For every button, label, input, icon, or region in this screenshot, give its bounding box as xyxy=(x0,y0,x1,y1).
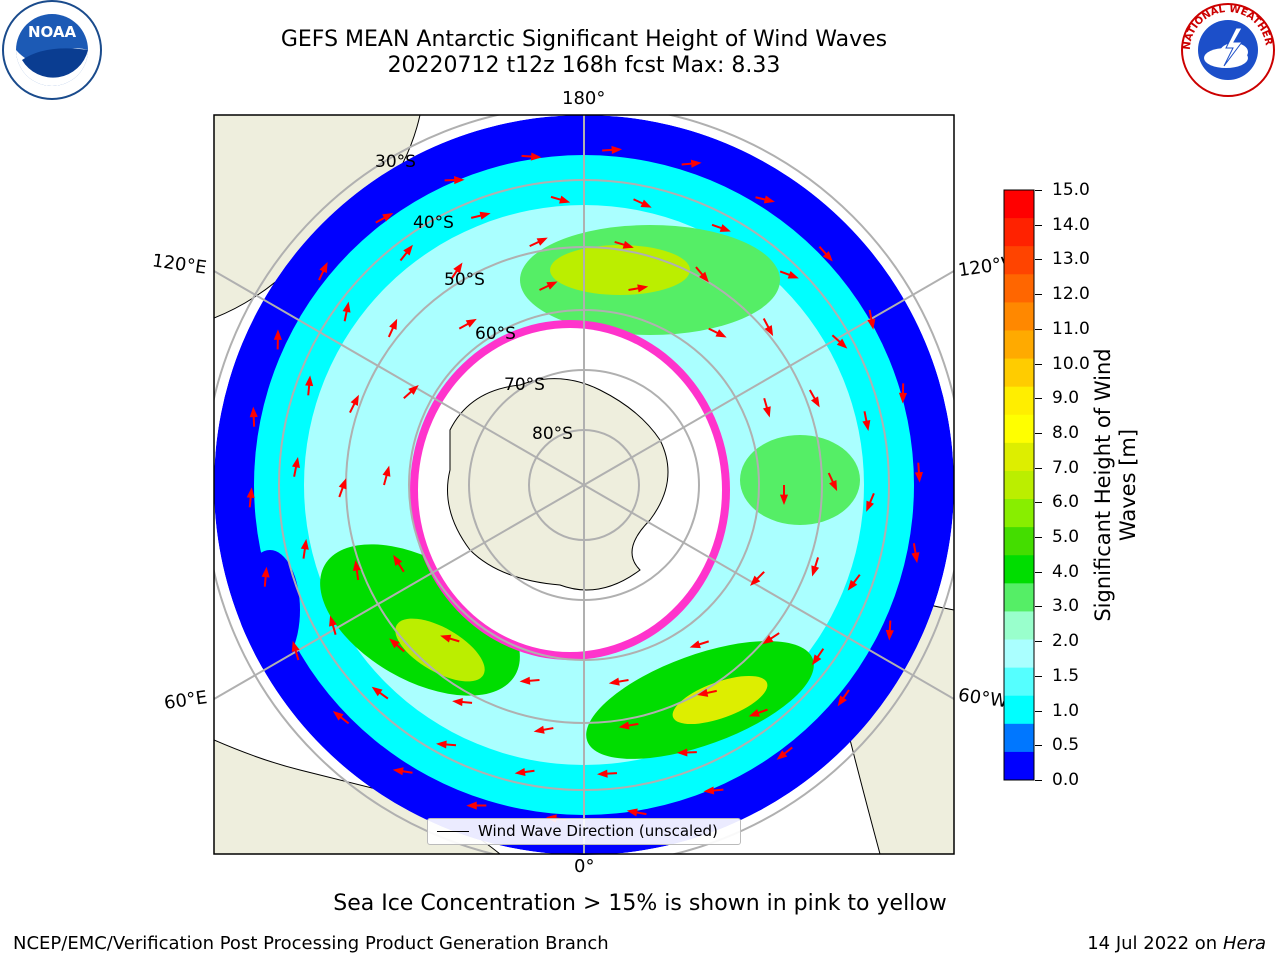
lat-label-50s: 50°S xyxy=(444,270,485,290)
colorbar-segment xyxy=(1004,443,1034,472)
colorbar-tick-label: 12.0 xyxy=(1052,284,1090,304)
colorbar-tick-mark xyxy=(1035,468,1042,469)
colorbar-segment xyxy=(1004,640,1034,669)
lat-label-80s: 80°S xyxy=(532,424,573,444)
colorbar-tick-label: 1.0 xyxy=(1052,701,1079,721)
colorbar-segment xyxy=(1004,359,1034,388)
lat-label-60s: 60°S xyxy=(475,324,516,344)
colorbar-segment xyxy=(1004,527,1034,556)
colorbar-tick-label: 8.0 xyxy=(1052,423,1079,443)
colorbar-segment xyxy=(1004,752,1034,781)
colorbar-segment xyxy=(1004,668,1034,697)
colorbar-segment xyxy=(1004,499,1034,528)
colorbar-segment xyxy=(1004,246,1034,275)
lat-label-70s: 70°S xyxy=(504,375,545,395)
footer-credit: NCEP/EMC/Verification Post Processing Pr… xyxy=(13,933,609,954)
colorbar-segment xyxy=(1004,555,1034,584)
colorbar-segment xyxy=(1004,583,1034,612)
colorbar-tick-mark xyxy=(1035,190,1042,191)
colorbar-tick-mark xyxy=(1035,225,1042,226)
colorbar-tick-label: 3.0 xyxy=(1052,596,1079,616)
colorbar-segment xyxy=(1004,471,1034,500)
colorbar-tick-mark xyxy=(1035,676,1042,677)
sea-ice-caption: Sea Ice Concentration > 15% is shown in … xyxy=(0,891,1280,916)
lat-label-30s: 30°S xyxy=(375,152,416,172)
lon-label-0: 0° xyxy=(574,856,594,877)
colorbar-tick-mark xyxy=(1035,364,1042,365)
colorbar-tick-mark xyxy=(1035,329,1042,330)
lat-label-40s: 40°S xyxy=(413,213,454,233)
colorbar-segment xyxy=(1004,274,1034,303)
colorbar-segment xyxy=(1004,218,1034,247)
polar-map xyxy=(0,0,1280,960)
lon-label-180: 180° xyxy=(562,88,605,109)
colorbar xyxy=(1003,189,1035,781)
colorbar-tick-label: 0.0 xyxy=(1052,770,1079,790)
legend-label: Wind Wave Direction (unscaled) xyxy=(478,822,718,840)
legend-line xyxy=(437,831,469,832)
colorbar-tick-label: 1.5 xyxy=(1052,666,1079,686)
colorbar-segment xyxy=(1004,696,1034,725)
colorbar-tick-label: 0.5 xyxy=(1052,735,1079,755)
colorbar-tick-mark xyxy=(1035,398,1042,399)
colorbar-tick-label: 2.0 xyxy=(1052,631,1079,651)
colorbar-tick-mark xyxy=(1035,780,1042,781)
colorbar-segment xyxy=(1004,302,1034,331)
colorbar-tick-label: 13.0 xyxy=(1052,249,1090,269)
colorbar-segment xyxy=(1004,724,1034,753)
colorbar-tick-mark xyxy=(1035,433,1042,434)
colorbar-tick-mark xyxy=(1035,745,1042,746)
colorbar-tick-label: 9.0 xyxy=(1052,388,1079,408)
map-legend: Wind Wave Direction (unscaled) xyxy=(427,818,741,845)
colorbar-tick-mark xyxy=(1035,606,1042,607)
colorbar-segment xyxy=(1004,330,1034,359)
colorbar-segment xyxy=(1004,415,1034,444)
colorbar-tick-mark xyxy=(1035,259,1042,260)
colorbar-tick-mark xyxy=(1035,294,1042,295)
colorbar-tick-label: 11.0 xyxy=(1052,319,1090,339)
footer-date: 14 Jul 2022 on Hera xyxy=(1087,933,1266,954)
colorbar-tick-label: 4.0 xyxy=(1052,562,1079,582)
colorbar-segment xyxy=(1004,387,1034,416)
colorbar-tick-mark xyxy=(1035,537,1042,538)
colorbar-segment xyxy=(1004,190,1034,219)
colorbar-tick-mark xyxy=(1035,711,1042,712)
colorbar-tick-label: 10.0 xyxy=(1052,354,1090,374)
colorbar-tick-label: 7.0 xyxy=(1052,458,1079,478)
colorbar-tick-label: 5.0 xyxy=(1052,527,1079,547)
colorbar-tick-label: 15.0 xyxy=(1052,180,1090,200)
colorbar-tick-label: 14.0 xyxy=(1052,215,1090,235)
colorbar-tick-mark xyxy=(1035,641,1042,642)
colorbar-tick-mark xyxy=(1035,572,1042,573)
colorbar-tick-label: 6.0 xyxy=(1052,492,1079,512)
colorbar-tick-mark xyxy=(1035,502,1042,503)
colorbar-segment xyxy=(1004,611,1034,640)
